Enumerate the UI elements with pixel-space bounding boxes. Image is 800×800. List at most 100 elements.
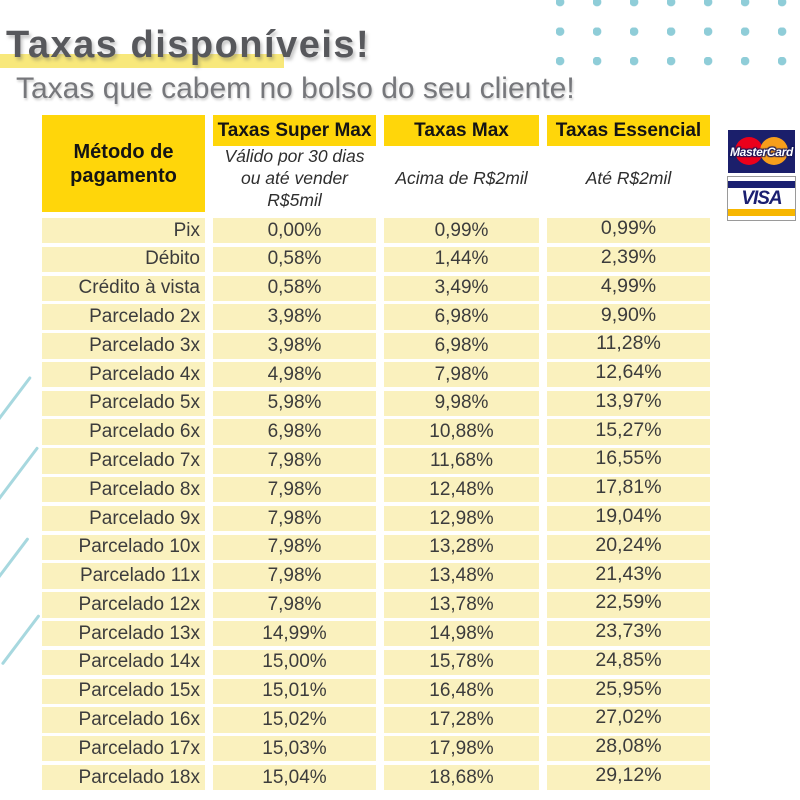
row-essencial-value: 22,59% [547, 591, 710, 618]
table-row: Parcelado 5x 5,98% 9,98% 13,97% [42, 390, 710, 417]
diagonal-line-decoration [0, 446, 40, 503]
title-highlight-bar [0, 54, 284, 68]
row-super-max-value: 15,02% [213, 707, 376, 733]
table-row: Parcelado 14x 15,00% 15,78% 24,85% [42, 649, 710, 676]
row-super-max-value: 7,98% [213, 477, 376, 503]
row-super-max-value: 6,98% [213, 419, 376, 445]
row-essencial-value: 15,27% [547, 419, 710, 445]
row-super-max-value: 4,98% [213, 361, 376, 388]
row-max-value: 13,48% [384, 563, 539, 589]
table-row: Pix 0,00% 0,99% 0,99% [42, 217, 710, 244]
mastercard-orange-circle-icon [760, 137, 788, 165]
table-row: Parcelado 11x 7,98% 13,48% 21,43% [42, 563, 710, 589]
table-row: Parcelado 2x 3,98% 6,98% 9,90% [42, 304, 710, 330]
row-method-label: Parcelado 10x [42, 534, 205, 560]
row-super-max-value: 7,98% [213, 505, 376, 532]
header-essencial-label: Taxas Essencial [547, 115, 710, 146]
row-super-max-value: 7,98% [213, 448, 376, 474]
row-method-label: Parcelado 15x [42, 678, 205, 704]
row-super-max-value: 15,03% [213, 736, 376, 762]
row-max-value: 15,78% [384, 649, 539, 676]
mastercard-logo-text: MasterCard [729, 144, 794, 159]
row-method-label: Parcelado 3x [42, 333, 205, 359]
row-essencial-value: 28,08% [547, 735, 710, 762]
row-max-value: 1,44% [384, 246, 539, 273]
row-method-label: Parcelado 16x [42, 707, 205, 733]
mastercard-logo: MasterCard [728, 130, 795, 173]
table-row: Parcelado 8x 7,98% 12,48% 17,81% [42, 476, 710, 503]
row-essencial-value: 12,64% [547, 361, 710, 388]
row-essencial-value: 9,90% [547, 304, 710, 330]
row-essencial-value: 4,99% [547, 275, 710, 301]
row-method-label: Parcelado 4x [42, 361, 205, 388]
row-essencial-value: 2,39% [547, 246, 710, 273]
row-super-max-value: 0,58% [213, 275, 376, 301]
row-essencial-value: 24,85% [547, 649, 710, 676]
diagonal-line-decoration [0, 375, 32, 423]
table-row: Parcelado 15x 15,01% 16,48% 25,95% [42, 678, 710, 704]
row-super-max-value: 7,98% [213, 563, 376, 589]
row-method-label: Parcelado 14x [42, 649, 205, 676]
row-method-label: Pix [42, 218, 205, 244]
table-row: Parcelado 17x 15,03% 17,98% 28,08% [42, 735, 710, 762]
table-row: Parcelado 13x 14,99% 14,98% 23,73% [42, 620, 710, 647]
row-super-max-value: 0,58% [213, 246, 376, 273]
row-max-value: 6,98% [384, 333, 539, 359]
row-method-label: Parcelado 11x [42, 563, 205, 589]
table-row: Parcelado 7x 7,98% 11,68% 16,55% [42, 447, 710, 474]
table-row: Parcelado 4x 4,98% 7,98% 12,64% [42, 361, 710, 388]
row-max-value: 17,98% [384, 736, 539, 762]
visa-blue-bar [728, 181, 795, 188]
header-super-max-condition: Válido por 30 dias ou até vender R$5mil [224, 146, 365, 210]
row-essencial-value: 21,43% [547, 563, 710, 589]
row-max-value: 0,99% [384, 218, 539, 244]
row-super-max-value: 15,04% [213, 764, 376, 791]
header-col-essencial: Taxas Essencial Até R$2mil [547, 115, 710, 212]
header-col-super-max: Taxas Super Max Válido por 30 dias ou at… [213, 115, 376, 212]
row-method-label: Parcelado 12x [42, 592, 205, 618]
row-max-value: 12,48% [384, 477, 539, 503]
dot-grid-decoration [556, 0, 796, 72]
row-max-value: 11,68% [384, 448, 539, 474]
diagonal-line-decoration [0, 614, 41, 666]
header-method-of-payment: Método de pagamento [42, 115, 205, 212]
row-method-label: Parcelado 6x [42, 419, 205, 445]
rates-table: Método de pagamento Taxas Super Max Váli… [42, 115, 710, 794]
row-method-label: Parcelado 13x [42, 620, 205, 647]
row-max-value: 16,48% [384, 678, 539, 704]
row-max-value: 3,49% [384, 275, 539, 301]
table-row: Crédito à vista 0,58% 3,49% 4,99% [42, 275, 710, 301]
row-essencial-value: 27,02% [547, 706, 710, 733]
row-method-label: Parcelado 18x [42, 764, 205, 791]
row-max-value: 13,28% [384, 534, 539, 560]
row-super-max-value: 0,00% [213, 218, 376, 244]
row-method-label: Crédito à vista [42, 275, 205, 301]
row-super-max-value: 7,98% [213, 592, 376, 618]
table-header: Método de pagamento Taxas Super Max Váli… [42, 115, 710, 212]
row-max-value: 18,68% [384, 764, 539, 791]
table-body: Pix 0,00% 0,99% 0,99% Débito 0,58% 1,44%… [42, 217, 710, 791]
row-method-label: Débito [42, 246, 205, 273]
row-essencial-value: 13,97% [547, 390, 710, 417]
table-row: Parcelado 9x 7,98% 12,98% 19,04% [42, 505, 710, 532]
visa-gold-bar [728, 209, 795, 216]
row-essencial-value: 29,12% [547, 764, 710, 791]
header-essencial-condition: Até R$2mil [585, 168, 672, 189]
table-row: Parcelado 18x 15,04% 18,68% 29,12% [42, 764, 710, 791]
row-essencial-value: 16,55% [547, 447, 710, 474]
row-essencial-value: 25,95% [547, 678, 710, 704]
table-row: Parcelado 16x 15,02% 17,28% 27,02% [42, 706, 710, 733]
row-essencial-value: 0,99% [547, 217, 710, 244]
row-max-value: 13,78% [384, 592, 539, 618]
row-essencial-value: 17,81% [547, 476, 710, 503]
row-essencial-value: 11,28% [547, 332, 710, 359]
row-essencial-value: 20,24% [547, 534, 710, 560]
row-max-value: 6,98% [384, 304, 539, 330]
row-method-label: Parcelado 9x [42, 505, 205, 532]
row-essencial-value: 23,73% [547, 620, 710, 647]
visa-logo: VISA [728, 177, 795, 220]
row-super-max-value: 5,98% [213, 390, 376, 417]
row-super-max-value: 3,98% [213, 333, 376, 359]
row-super-max-value: 15,00% [213, 649, 376, 676]
row-essencial-value: 19,04% [547, 505, 710, 532]
